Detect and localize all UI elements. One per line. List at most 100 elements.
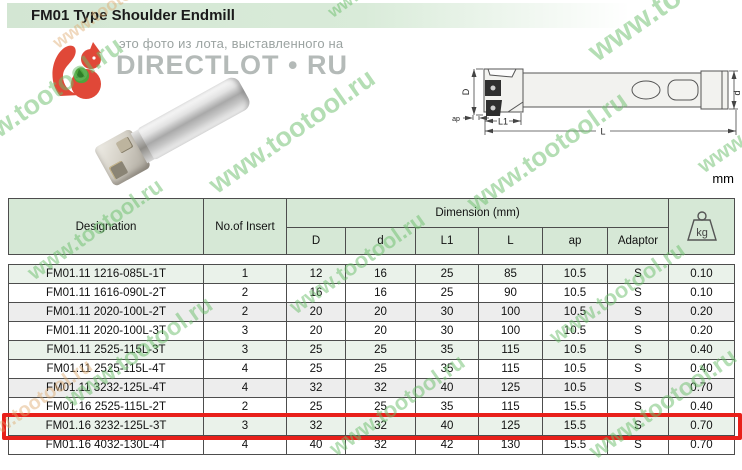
cell-ap: 10.5 — [542, 264, 608, 284]
weight-kg-icon: kg — [686, 210, 717, 241]
col-adaptor: Adaptor — [607, 227, 669, 255]
col-designation: Designation — [8, 198, 204, 255]
cell-L1: 30 — [415, 321, 479, 341]
cell-kg: 0.70 — [668, 378, 735, 398]
cell-inserts: 2 — [203, 283, 287, 303]
cell-L1: 30 — [415, 302, 479, 322]
cell-D: 32 — [286, 416, 346, 436]
dim-label-d: d — [732, 90, 742, 95]
cell-L1: 35 — [415, 397, 479, 417]
cell-adaptor: S — [607, 264, 669, 284]
cell-adaptor: S — [607, 378, 669, 398]
cell-d: 20 — [345, 302, 416, 322]
cell-ap: 10.5 — [542, 340, 608, 360]
cell-adaptor: S — [607, 283, 669, 303]
units-label: mm — [712, 171, 734, 186]
cell-L: 125 — [478, 416, 543, 436]
cell-designation: FM01.11 2525-115L-3T — [8, 340, 204, 360]
page-title: FM01 Type Shoulder Endmill — [31, 7, 235, 24]
cell-D: 32 — [286, 378, 346, 398]
cell-kg: 0.40 — [668, 359, 735, 379]
insert — [115, 136, 134, 154]
product-photo — [70, 74, 260, 195]
cell-adaptor: S — [607, 397, 669, 417]
cell-ap: 10.5 — [542, 359, 608, 379]
cell-d: 32 — [345, 435, 416, 455]
cell-D: 25 — [286, 340, 346, 360]
cell-D: 40 — [286, 435, 346, 455]
cell-D: 25 — [286, 359, 346, 379]
cell-L: 100 — [478, 302, 543, 322]
cell-D: 12 — [286, 264, 346, 284]
cell-ap: 15.5 — [542, 397, 608, 417]
cell-L1: 25 — [415, 283, 479, 303]
cell-d: 25 — [345, 340, 416, 360]
table-row: FM01.16 3232-125L-3T 3 32 32 40 125 15.5 S 0.70 — [8, 416, 735, 436]
col-L: L — [478, 227, 543, 255]
table-row: FM01.16 2525-115L-2T 2 25 25 35 115 15.5 S 0.40 — [8, 397, 735, 417]
cell-designation: FM01.11 2020-100L-2T — [8, 302, 204, 322]
cell-ap: 10.5 — [542, 378, 608, 398]
cell-inserts: 3 — [203, 416, 287, 436]
cell-inserts: 4 — [203, 378, 287, 398]
cell-L: 125 — [478, 378, 543, 398]
cell-adaptor: S — [607, 321, 669, 341]
cell-L1: 40 — [415, 378, 479, 398]
cell-D: 20 — [286, 321, 346, 341]
cell-kg: 0.20 — [668, 302, 735, 322]
cell-inserts: 3 — [203, 321, 287, 341]
spec-table-body: FM01.11 1216-085L-1T 1 12 16 25 85 10.5 S 0.10 FM… — [8, 264, 735, 455]
watermark-caption: это фото из лота, выставленного на — [119, 36, 344, 51]
cell-kg: 0.40 — [668, 397, 735, 417]
cell-d: 16 — [345, 264, 416, 284]
dim-label-D: D — [461, 88, 471, 95]
col-group-dimension: Dimension (mm) — [286, 198, 669, 228]
cell-L1: 25 — [415, 264, 479, 284]
table-row: FM01.11 2020-100L-3T 3 20 20 30 100 10.5 S 0.20 — [8, 321, 735, 341]
table-row: FM01.11 2020-100L-2T 2 20 20 30 100 10.5 S 0.20 — [8, 302, 735, 322]
tool-shank — [137, 74, 253, 161]
cell-ap: 15.5 — [542, 416, 608, 436]
spec-table-header: Designation No.of Insert Dimension (mm) … — [8, 198, 735, 255]
cell-adaptor: S — [607, 359, 669, 379]
cell-designation: FM01.11 1616-090L-2T — [8, 283, 204, 303]
cell-L: 115 — [478, 397, 543, 417]
cell-ap: 10.5 — [542, 283, 608, 303]
cell-kg: 0.40 — [668, 340, 735, 360]
cell-designation: FM01.11 1216-085L-1T — [8, 264, 204, 284]
cell-ap: 10.5 — [542, 321, 608, 341]
table-row: FM01.11 1216-085L-1T 1 12 16 25 85 10.5 S 0.10 — [8, 264, 735, 284]
dim-label-L: L — [600, 127, 605, 137]
cell-L: 115 — [478, 359, 543, 379]
cell-d: 32 — [345, 416, 416, 436]
svg-text:kg: kg — [696, 227, 708, 239]
endmill-tool-image — [93, 70, 255, 188]
cell-d: 16 — [345, 283, 416, 303]
table-row: FM01.16 4032-130L-4T 4 40 32 42 130 15.5 S 0.70 — [8, 435, 735, 455]
cell-adaptor: S — [607, 302, 669, 322]
cell-L1: 42 — [415, 435, 479, 455]
col-ap: ap — [542, 227, 608, 255]
col-L1: L1 — [415, 227, 479, 255]
cell-kg: 0.10 — [668, 264, 735, 284]
dim-label-L1: L1 — [498, 117, 508, 127]
cell-L: 85 — [478, 264, 543, 284]
cell-L: 100 — [478, 321, 543, 341]
cell-D: 16 — [286, 283, 346, 303]
cell-L: 90 — [478, 283, 543, 303]
cell-inserts: 4 — [203, 435, 287, 455]
cell-d: 25 — [345, 359, 416, 379]
cell-ap: 15.5 — [542, 435, 608, 455]
cell-L: 130 — [478, 435, 543, 455]
cell-kg: 0.20 — [668, 321, 735, 341]
cell-inserts: 3 — [203, 340, 287, 360]
cell-designation: FM01.11 3232-125L-4T — [8, 378, 204, 398]
dim-label-ap: ap — [452, 116, 460, 123]
cell-kg: 0.10 — [668, 283, 735, 303]
technical-drawing: D ap L1 L d — [452, 68, 742, 137]
cell-adaptor: S — [607, 435, 669, 455]
cell-kg: 0.70 — [668, 435, 735, 455]
cell-designation: FM01.16 4032-130L-4T — [8, 435, 204, 455]
cell-inserts: 2 — [203, 397, 287, 417]
cell-D: 25 — [286, 397, 346, 417]
